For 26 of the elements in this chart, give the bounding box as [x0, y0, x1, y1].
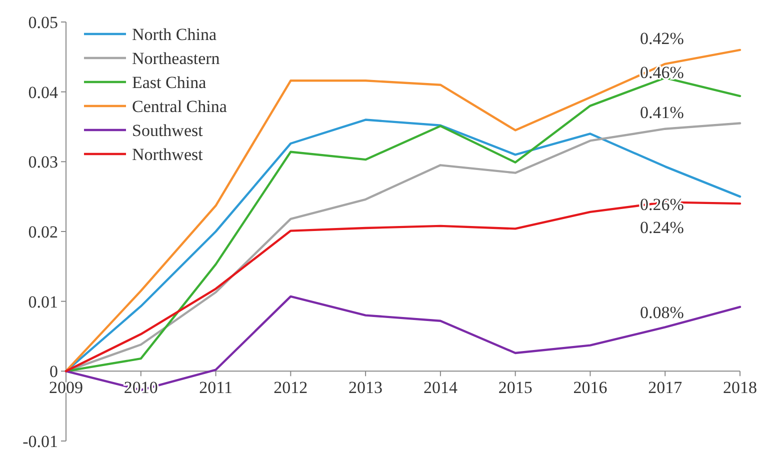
legend-label: Northwest — [132, 144, 204, 164]
x-tick-label: 2013 — [348, 378, 383, 398]
x-tick-label: 2015 — [498, 378, 532, 398]
legend-label: Central China — [132, 96, 228, 116]
x-tick-label: 2016 — [573, 378, 608, 398]
annotation: 0.08% — [640, 302, 684, 322]
y-tick-label: 0.05 — [28, 12, 58, 32]
legend-label: East China — [132, 72, 207, 92]
x-tick-label: 2011 — [199, 378, 232, 398]
legend-label: Northeastern — [132, 48, 220, 68]
y-tick-label: 0.02 — [28, 222, 58, 242]
y-tick-label: 0.04 — [28, 82, 58, 102]
legend-label: North China — [132, 24, 217, 44]
x-tick-label: 2018 — [723, 378, 757, 398]
y-tick-label: -0.01 — [22, 432, 58, 451]
x-tick-label: 2014 — [423, 378, 458, 398]
annotation: 0.42% — [640, 28, 684, 48]
annotation: 0.46% — [640, 62, 684, 82]
y-tick-label: 0.01 — [28, 292, 58, 312]
annotation: 0.41% — [640, 102, 684, 122]
legend-label: Southwest — [132, 120, 204, 140]
y-tick-label: 0 — [50, 362, 58, 382]
y-tick-label: 0.03 — [28, 152, 58, 172]
x-tick-label: 2012 — [274, 378, 308, 398]
x-tick-label: 2017 — [648, 378, 683, 398]
annotation: 0.24% — [640, 218, 684, 237]
